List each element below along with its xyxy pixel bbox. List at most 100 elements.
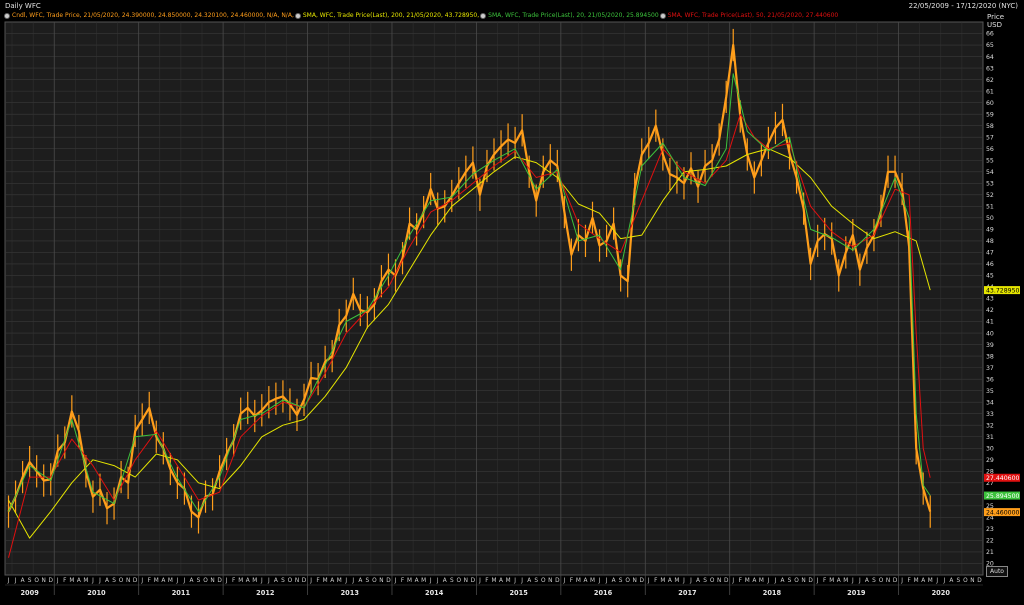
x-month-label: A: [696, 578, 700, 584]
last-value-label: 27.440600: [986, 475, 1020, 482]
x-month-label: D: [724, 578, 729, 584]
x-year-label: 2019: [847, 589, 866, 597]
x-month-label: F: [401, 578, 404, 584]
x-month-label: A: [780, 578, 784, 584]
x-month-label: M: [914, 578, 919, 584]
y-tick-label: 41: [986, 319, 994, 326]
y-tick-label: 63: [986, 65, 994, 72]
x-month-label: J: [351, 578, 354, 584]
x-month-label: D: [217, 578, 222, 584]
x-month-label: D: [48, 578, 53, 584]
x-month-label: J: [14, 578, 17, 584]
x-month-label: J: [260, 578, 263, 584]
x-month-label: F: [907, 578, 910, 584]
x-month-label: M: [252, 578, 257, 584]
date-range: 22/05/2009 - 17/12/2020 (NYC): [908, 2, 1018, 10]
x-month-label: J: [900, 578, 903, 584]
x-month-label: A: [246, 578, 250, 584]
y-tick-label: 35: [986, 388, 994, 395]
y-tick-label: 50: [986, 215, 994, 222]
x-month-label: N: [126, 578, 130, 584]
x-month-label: N: [970, 578, 974, 584]
x-month-label: O: [288, 578, 293, 584]
x-year-label: 2013: [341, 589, 360, 597]
x-month-label: S: [281, 578, 285, 584]
x-month-label: M: [660, 578, 665, 584]
x-month-label: M: [506, 578, 511, 584]
x-month-label: O: [457, 578, 462, 584]
x-year-label: 2009: [20, 589, 39, 597]
y-tick-label: 27: [986, 480, 994, 487]
x-month-label: N: [717, 578, 721, 584]
x-month-label: J: [816, 578, 819, 584]
x-month-label: M: [69, 578, 74, 584]
x-month-label: M: [168, 578, 173, 584]
y-tick-label: 48: [986, 238, 994, 245]
y-tick-label: 34: [986, 399, 994, 406]
x-month-label: J: [513, 578, 516, 584]
x-month-label: J: [56, 578, 59, 584]
x-month-label: J: [436, 578, 439, 584]
x-month-label: J: [267, 578, 270, 584]
x-month-label: N: [801, 578, 805, 584]
legend-item-candle[interactable]: Cndl, WFC, Trade Price, 21/05/2020, 24.3…: [4, 12, 294, 19]
legend-item-sma50[interactable]: SMA, WFC, Trade Price(Last), 50, 21/05/2…: [659, 12, 839, 19]
y-axis-title: Price USD: [987, 13, 1004, 29]
x-month-label: J: [394, 578, 397, 584]
x-month-label: N: [42, 578, 46, 584]
last-value-label: 43.728950: [986, 287, 1020, 294]
y-tick-label: 64: [986, 54, 994, 61]
x-year-label: 2015: [509, 589, 528, 597]
x-month-label: J: [851, 578, 854, 584]
x-month-label: A: [752, 578, 756, 584]
x-month-label: N: [295, 578, 299, 584]
x-month-label: S: [534, 578, 538, 584]
x-month-label: D: [386, 578, 391, 584]
x-month-label: O: [963, 578, 968, 584]
y-tick-label: 65: [986, 42, 994, 49]
x-month-label: A: [358, 578, 362, 584]
x-month-label: S: [788, 578, 792, 584]
x-month-label: F: [316, 578, 319, 584]
x-month-label: A: [499, 578, 503, 584]
y-tick-label: 66: [986, 31, 994, 38]
x-year-label: 2018: [763, 589, 782, 597]
legend-toggle-icon[interactable]: [4, 12, 10, 19]
x-month-label: A: [189, 578, 193, 584]
legend-item-sma20[interactable]: SMA, WFC, Trade Price(Last), 20, 21/05/2…: [480, 12, 659, 19]
y-tick-label: 51: [986, 204, 994, 211]
x-month-label: F: [823, 578, 826, 584]
legend-toggle-icon[interactable]: [294, 12, 301, 19]
x-month-label: M: [238, 578, 243, 584]
y-tick-label: 23: [986, 526, 994, 533]
x-month-label: A: [77, 578, 81, 584]
legend-toggle-icon[interactable]: [659, 12, 666, 19]
y-tick-label: 46: [986, 261, 994, 268]
x-month-label: A: [527, 578, 531, 584]
legend-text-sma50: SMA, WFC, Trade Price(Last), 50, 21/05/2…: [667, 12, 839, 19]
x-year-label: 2010: [87, 589, 106, 597]
x-month-label: J: [682, 578, 685, 584]
x-month-label: M: [759, 578, 764, 584]
auto-scale-button[interactable]: Auto: [986, 566, 1008, 577]
x-month-label: F: [485, 578, 488, 584]
x-month-label: D: [471, 578, 476, 584]
y-tick-label: 53: [986, 180, 994, 187]
x-month-label: A: [612, 578, 616, 584]
x-month-label: J: [176, 578, 179, 584]
x-month-label: J: [731, 578, 734, 584]
y-tick-label: 40: [986, 330, 994, 337]
y-tick-label: 24: [986, 515, 994, 522]
y-tick-label: 20: [986, 561, 994, 568]
last-value-tag: [984, 473, 1020, 482]
legend-toggle-icon[interactable]: [480, 12, 487, 19]
x-year-label: 2012: [256, 589, 275, 597]
x-month-label: O: [119, 578, 124, 584]
x-month-label: F: [232, 578, 235, 584]
y-tick-label: 30: [986, 445, 994, 452]
last-value-label: 24.460000: [986, 509, 1020, 516]
x-month-label: J: [225, 578, 228, 584]
legend-item-sma200[interactable]: SMA, WFC, Trade Price(Last), 200, 21/05/…: [294, 12, 479, 19]
